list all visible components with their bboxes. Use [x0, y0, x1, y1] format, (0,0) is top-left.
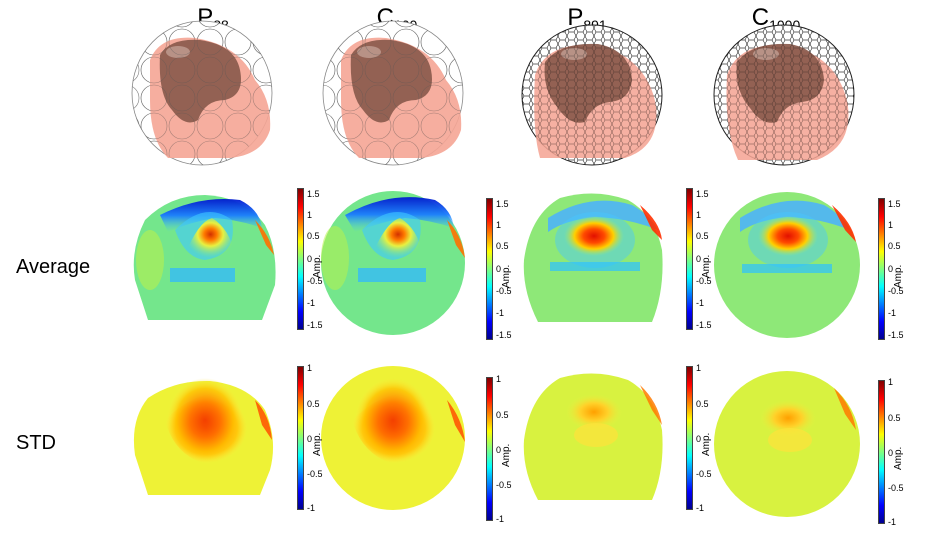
- tick-label: 1: [888, 220, 894, 230]
- tick-label: 0: [307, 434, 313, 444]
- tick-label: 0.5: [888, 241, 901, 251]
- colorbar-label: Amp.: [893, 264, 904, 288]
- tick-label: 0.5: [496, 410, 509, 420]
- tick-label: 1.5: [307, 189, 320, 199]
- head-model-c1000: [713, 24, 855, 166]
- tick-label: 1: [888, 377, 894, 387]
- std-map-p88: [133, 378, 274, 495]
- colorbar-label: Amp.: [312, 254, 323, 278]
- tick-label: -1: [696, 503, 705, 513]
- tick-label: 0: [496, 445, 502, 455]
- tick-label: 1.5: [496, 199, 509, 209]
- tick-label: 0.5: [888, 413, 901, 423]
- tick-label: -0.5: [888, 483, 904, 493]
- tick-label: -1.5: [496, 330, 512, 340]
- tick-label: -0.5: [696, 276, 712, 286]
- tick-label: -0.5: [696, 469, 712, 479]
- tick-label: 0.5: [496, 241, 509, 251]
- tick-label: 1: [496, 220, 502, 230]
- tick-label: 1: [307, 210, 313, 220]
- tick-label: 0: [888, 448, 894, 458]
- tick-label: 0.5: [696, 231, 709, 241]
- tick-label: 0: [496, 264, 502, 274]
- std-map-p891: [523, 373, 663, 500]
- tick-label: -1: [888, 308, 897, 318]
- row-label-average: Average: [16, 256, 91, 278]
- tick-label: 0: [696, 254, 702, 264]
- tick-label: -1: [696, 298, 705, 308]
- tick-label: -1: [307, 503, 316, 513]
- tick-label: 0: [307, 254, 313, 264]
- row-label-std: STD: [16, 432, 56, 454]
- tick-label: 0.5: [307, 399, 320, 409]
- average-map-c100: [321, 191, 465, 335]
- tick-label: 1.5: [696, 189, 709, 199]
- std-map-c100: [321, 366, 465, 510]
- colorbar-label: Amp.: [501, 443, 512, 467]
- tick-label: -0.5: [307, 276, 323, 286]
- tick-label: -1: [307, 298, 316, 308]
- average-map-c1000: [714, 192, 860, 338]
- tick-label: -1.5: [888, 330, 904, 340]
- colorbar-label: Amp.: [312, 432, 323, 456]
- std-map-c1000: [714, 371, 860, 517]
- tick-label: -1: [496, 514, 505, 524]
- tick-label: -0.5: [307, 469, 323, 479]
- colorbar-label: Amp.: [701, 254, 712, 278]
- colorbar-label: Amp.: [893, 446, 904, 470]
- tick-label: 1: [307, 363, 313, 373]
- average-map-p891: [523, 193, 663, 322]
- tick-label: 1: [696, 210, 702, 220]
- tick-label: 1.5: [888, 199, 901, 209]
- head-model-p891: [521, 24, 663, 166]
- colorbar-label: Amp.: [501, 264, 512, 288]
- tick-label: 1: [496, 374, 502, 384]
- tick-label: -0.5: [496, 286, 512, 296]
- tick-label: 0.5: [307, 231, 320, 241]
- average-map-p88: [133, 195, 276, 320]
- tick-label: -1: [888, 517, 897, 527]
- tick-label: -1.5: [696, 320, 712, 330]
- tick-label: 1: [696, 363, 702, 373]
- colorbar-label: Amp.: [701, 432, 712, 456]
- tick-label: -1.5: [307, 320, 323, 330]
- tick-label: 0: [888, 264, 894, 274]
- head-model-c100: [322, 20, 464, 166]
- tick-label: -1: [496, 308, 505, 318]
- tick-label: 0.5: [696, 399, 709, 409]
- tick-label: -0.5: [496, 480, 512, 490]
- tick-label: -0.5: [888, 286, 904, 296]
- head-model-p88: [131, 20, 273, 166]
- tick-label: 0: [696, 434, 702, 444]
